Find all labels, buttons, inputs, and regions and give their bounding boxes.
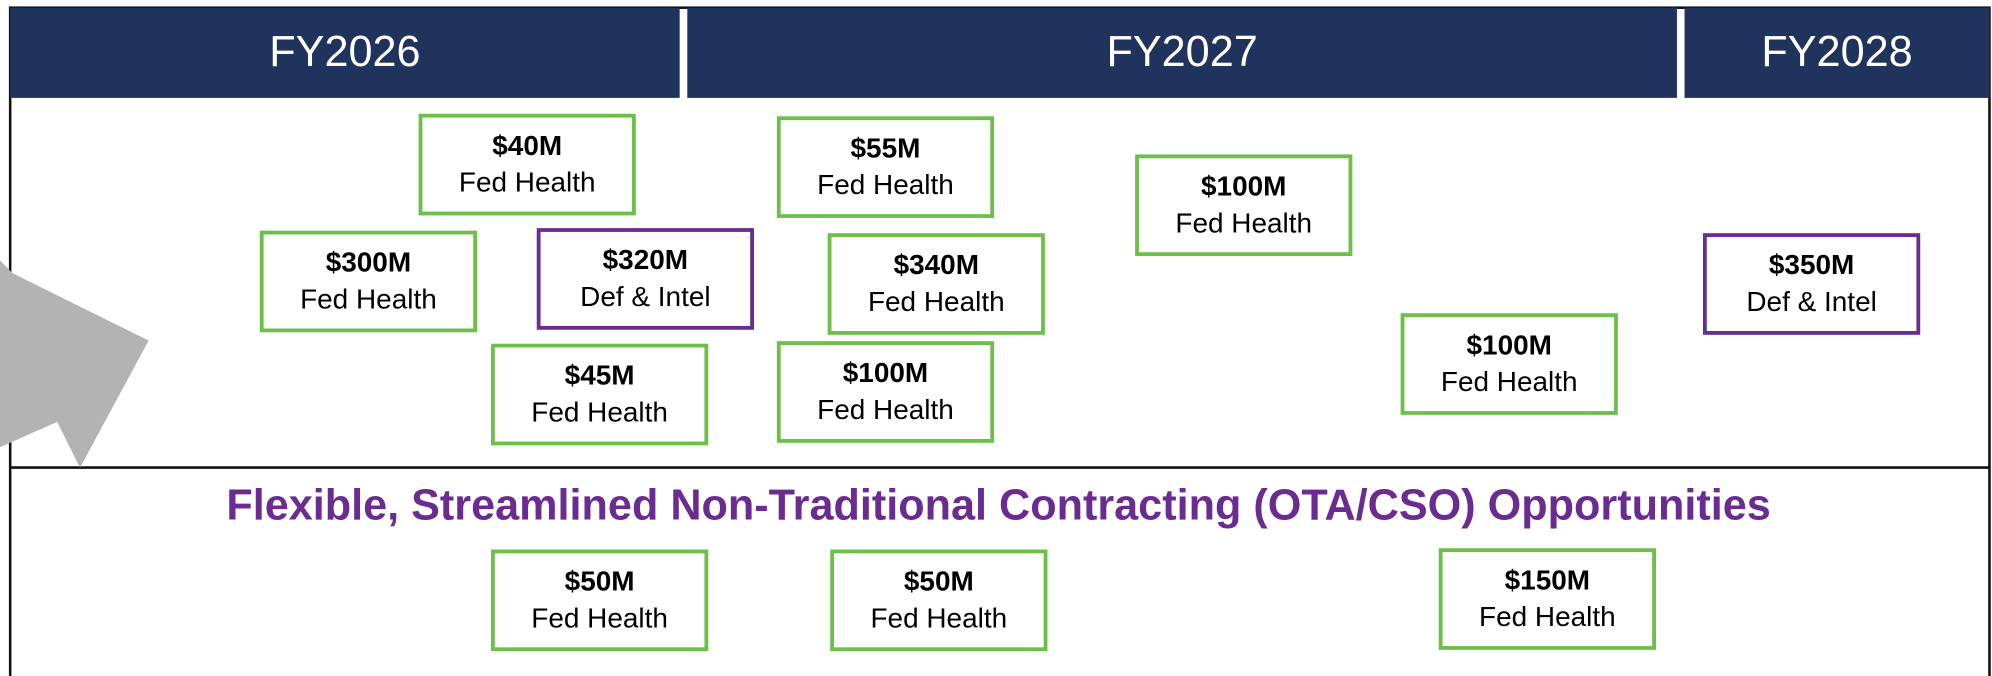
segment: Fed Health: [1441, 366, 1578, 397]
segment: Fed Health: [300, 284, 437, 315]
amount: $100M: [1467, 329, 1552, 360]
segment: Def & Intel: [580, 281, 710, 312]
opportunity-box: [418, 113, 636, 216]
amount: $320M: [603, 244, 688, 275]
opportunity-box: [1135, 154, 1353, 257]
amount: $50M: [904, 566, 974, 597]
amount: $40M: [492, 130, 562, 161]
header-cell: [687, 7, 1677, 98]
header-label: FY2027: [1106, 28, 1257, 76]
segment: Def & Intel: [1746, 286, 1876, 317]
opportunity-box: [1702, 233, 1921, 335]
header-label: FY2028: [1761, 28, 1912, 76]
amount: $50M: [565, 566, 635, 597]
segment: Fed Health: [868, 286, 1005, 317]
segment: Fed Health: [531, 602, 668, 633]
segment: Fed Health: [459, 167, 596, 198]
opportunity-box: [536, 228, 754, 330]
opportunity-box: [776, 341, 995, 443]
opportunity-box: [830, 549, 1048, 652]
arrow: [0, 260, 149, 468]
amount: $100M: [1201, 170, 1286, 201]
segment: Fed Health: [870, 602, 1007, 633]
opportunity-box: [776, 116, 995, 218]
opportunity-box: [259, 230, 478, 333]
opportunity-box: [491, 549, 709, 652]
opportunity-box: [1438, 548, 1656, 650]
segment: Fed Health: [1175, 207, 1312, 238]
amount: $45M: [565, 360, 635, 391]
amount: $150M: [1505, 564, 1590, 595]
amount: $340M: [894, 249, 979, 280]
opportunity-box: [491, 343, 709, 446]
segment: Fed Health: [817, 394, 954, 425]
section-title: Flexible, Streamlined Non-Traditional Co…: [226, 482, 1770, 530]
segment: Fed Health: [531, 397, 668, 428]
segment: Fed Health: [1479, 601, 1616, 632]
header-label: FY2026: [269, 28, 420, 76]
segment: Fed Health: [817, 169, 954, 200]
amount: $100M: [843, 357, 928, 388]
amount: $300M: [326, 247, 411, 278]
amount: $350M: [1769, 249, 1854, 280]
opportunity-box: [827, 233, 1045, 335]
header-cell: [1684, 7, 1990, 98]
amount: $55M: [851, 132, 921, 163]
header-cell: [10, 7, 680, 98]
opportunity-box: [1400, 313, 1618, 415]
